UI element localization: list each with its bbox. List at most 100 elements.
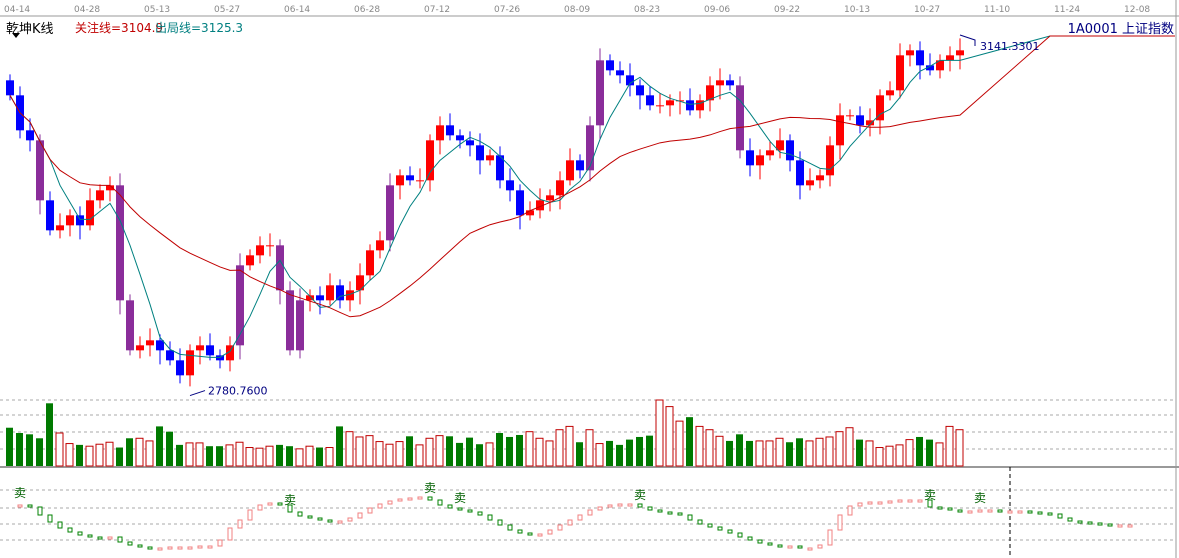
indicator-bar <box>1027 510 1033 514</box>
volume-bar-up <box>425 437 434 467</box>
indicator-bar <box>57 521 63 529</box>
volume-bar-up <box>105 441 114 467</box>
volume-bar-up <box>435 435 444 467</box>
indicator-bar <box>147 546 153 550</box>
volume-bar-down <box>406 436 413 466</box>
indicator-bar <box>697 519 703 525</box>
date-tick: 10-27 <box>914 5 940 15</box>
candle <box>666 100 674 106</box>
candle <box>316 295 324 301</box>
indicator-bar <box>887 500 893 504</box>
indicator-bar <box>707 523 713 528</box>
candle <box>406 175 414 181</box>
candle <box>386 185 394 241</box>
indicator-bar <box>117 536 123 543</box>
candle <box>186 350 194 376</box>
volume-bar-up <box>485 442 494 467</box>
volume-bar-down <box>276 444 283 466</box>
volume-bar-down <box>126 438 133 466</box>
candle <box>46 200 54 231</box>
candle <box>776 140 784 151</box>
volume-bar-down <box>36 438 43 466</box>
volume-bar-down <box>646 435 653 466</box>
indicator-bar <box>127 541 133 546</box>
candle <box>466 140 474 146</box>
volume-bar-down <box>26 434 33 466</box>
indicator-bar <box>367 507 373 514</box>
candle <box>296 300 304 351</box>
sell-signal-label: 卖 <box>424 481 436 495</box>
indicator-bar <box>537 533 543 537</box>
volume-bar-up <box>665 406 674 467</box>
date-tick: 08-23 <box>634 5 660 15</box>
indicator-bar <box>97 536 103 540</box>
date-tick: 07-12 <box>424 5 450 15</box>
dropdown-arrow-icon[interactable] <box>12 33 20 38</box>
indicator-bar <box>1127 524 1133 528</box>
volume-bar-up <box>545 440 554 467</box>
candle <box>266 245 274 247</box>
candle <box>766 150 774 156</box>
indicator-bar <box>447 504 453 509</box>
indicator-bar <box>237 519 243 529</box>
indicator-bar <box>207 545 213 549</box>
indicator-bar <box>307 515 313 519</box>
volume-bar-down <box>156 426 163 466</box>
indicator-bar <box>737 532 743 538</box>
indicator-bar <box>337 520 343 524</box>
candle <box>96 190 104 201</box>
volume-bar-down <box>216 446 223 466</box>
candle <box>496 155 504 181</box>
sell-signal-label: 卖 <box>974 491 986 505</box>
indicator-bar <box>1107 523 1113 527</box>
indicator-bar <box>847 505 853 516</box>
volume-bar-down <box>176 444 183 466</box>
date-tick: 07-26 <box>494 5 520 15</box>
candle <box>476 145 484 161</box>
volume-bar-up <box>305 445 314 467</box>
exit-line-value: 出局线=3125.3 <box>155 21 244 35</box>
volume-bar-up <box>55 432 64 467</box>
indicator-bar <box>257 504 263 511</box>
date-tick: 04-14 <box>4 5 30 15</box>
candle <box>706 85 714 101</box>
indicator-bar <box>287 504 293 513</box>
candle <box>306 295 314 301</box>
volume-bar-up <box>675 420 684 467</box>
indicator-bar <box>937 506 943 510</box>
volume-bar-down <box>516 434 523 466</box>
candle <box>876 95 884 121</box>
date-tick: 11-10 <box>984 5 1010 15</box>
volume-bar-down <box>496 433 503 466</box>
volume-bar-down <box>606 440 613 466</box>
indicator-bar <box>837 514 843 531</box>
candle <box>516 190 524 216</box>
indicator-bar <box>507 524 513 531</box>
volume-bar-up <box>825 436 834 467</box>
volume-bar-up <box>955 429 964 467</box>
indicator-bar <box>327 519 333 523</box>
volume-bar-up <box>555 429 564 467</box>
date-tick: 06-14 <box>284 5 310 15</box>
volume-bar-down <box>506 436 513 466</box>
volume-bar-up <box>875 447 884 467</box>
candle <box>426 140 434 181</box>
candle <box>896 55 904 91</box>
indicator-bar <box>637 503 643 508</box>
volume-bar-up <box>225 444 234 467</box>
indicator-bar <box>677 512 683 516</box>
volume-bar-up <box>245 447 254 467</box>
indicator-bar <box>767 542 773 546</box>
date-tick: 09-22 <box>774 5 800 15</box>
candle <box>826 145 834 176</box>
indicator-bar <box>827 529 833 546</box>
volume-bar-down <box>46 403 53 466</box>
indicator-bar <box>187 546 193 550</box>
volume-bar-up <box>255 447 264 467</box>
candle <box>756 155 764 166</box>
candle <box>926 65 934 71</box>
indicator-bar <box>877 501 883 505</box>
volume-bar-up <box>565 425 574 467</box>
indicator-bar <box>817 544 823 549</box>
candle <box>746 150 754 166</box>
